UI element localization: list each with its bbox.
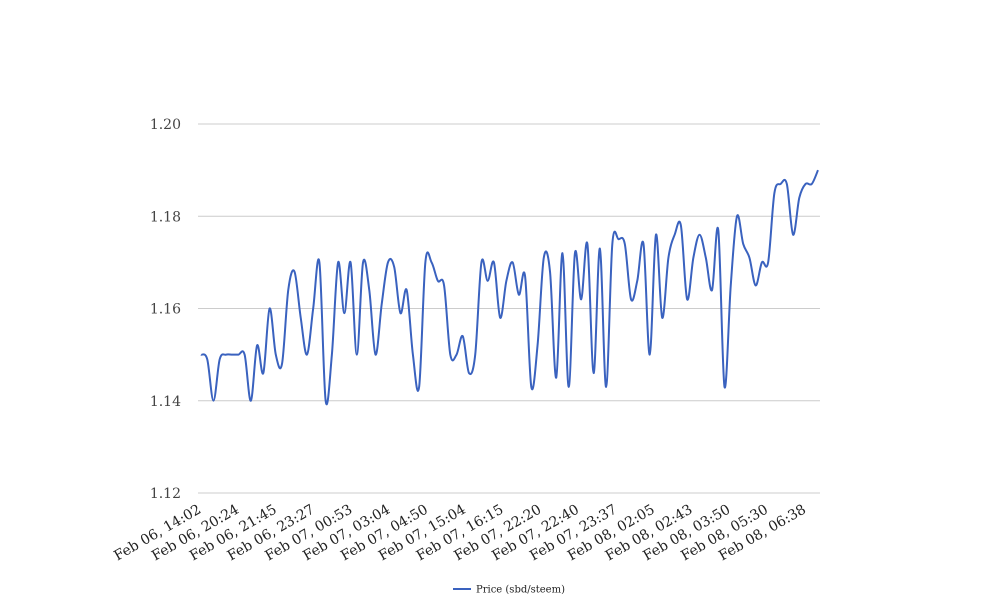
series-layer — [200, 169, 819, 405]
y-tick-label: 1.18 — [150, 209, 181, 225]
gridlines — [198, 123, 820, 494]
y-tick-label: 1.12 — [150, 486, 181, 502]
legend: Price (sbd/steem) — [453, 585, 565, 596]
y-tick-label: 1.16 — [150, 302, 181, 318]
legend-label: Price (sbd/steem) — [476, 585, 565, 596]
series-line — [200, 169, 819, 405]
y-tick-label: 1.14 — [150, 394, 181, 410]
y-tick-label: 1.20 — [150, 117, 181, 133]
y-axis-ticks: 1.20 1.18 1.16 1.14 1.12 — [150, 117, 181, 502]
